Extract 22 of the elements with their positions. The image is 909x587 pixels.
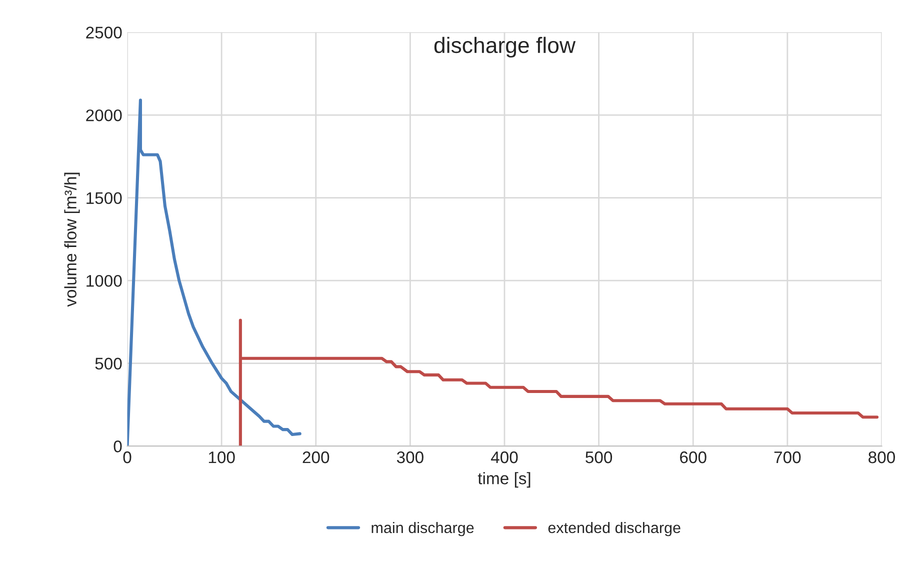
y-axis-title: volume flow [m³/h] (64, 172, 80, 307)
x-tick-label: 600 (680, 451, 706, 464)
legend-label: main discharge (372, 522, 474, 536)
y-tick-label: 0 (114, 440, 122, 452)
x-tick-label: 0 (123, 451, 132, 464)
x-tick-label: 500 (586, 451, 612, 464)
x-tick-label: 100 (208, 451, 235, 464)
line-series (238, 318, 879, 446)
line-series (127, 98, 302, 446)
legend-label: extended discharge (548, 522, 680, 536)
y-tick-label: 1000 (86, 274, 122, 287)
y-tick-label: 2500 (86, 26, 122, 38)
x-tick-label: 200 (302, 451, 330, 464)
y-tick-label: 500 (95, 358, 122, 370)
x-tick-label: 700 (774, 451, 801, 464)
y-tick-label: 2000 (86, 109, 122, 122)
x-tick-label: 800 (868, 451, 895, 464)
x-tick-label: 400 (490, 451, 518, 464)
x-tick-label: 300 (396, 451, 424, 464)
chart-title: discharge flow (434, 36, 576, 58)
y-tick-label: 1500 (86, 192, 122, 204)
x-axis-title: time [s] (478, 472, 530, 488)
